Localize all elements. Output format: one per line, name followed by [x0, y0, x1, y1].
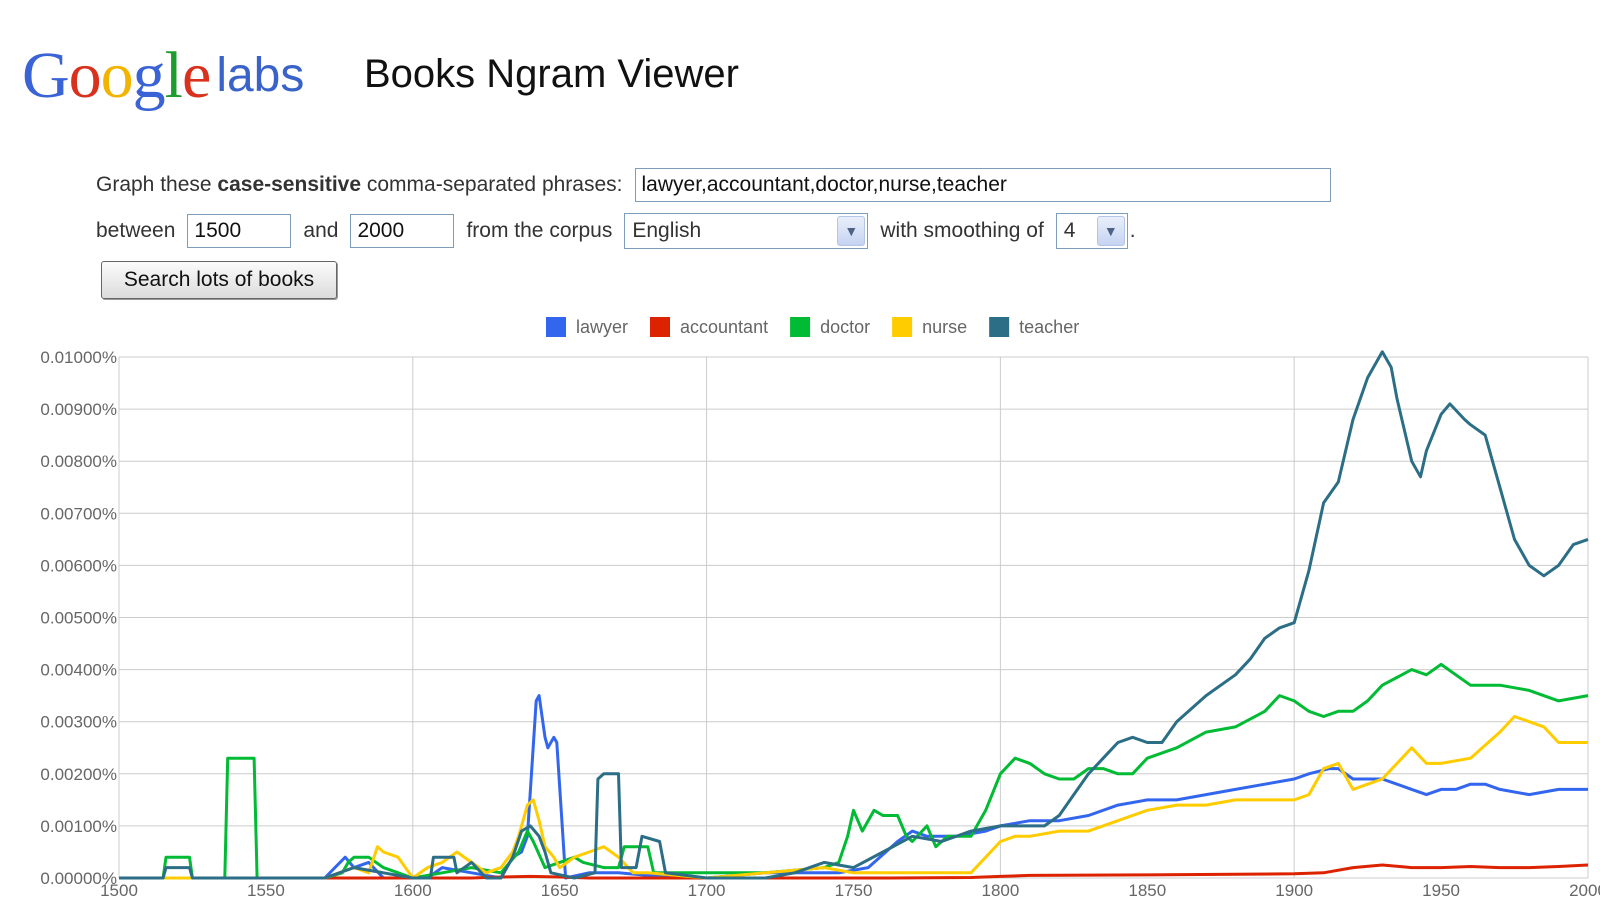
- smoothing-select[interactable]: 4 ▼: [1055, 213, 1128, 249]
- phrases-label-prefix: Graph these: [96, 173, 212, 196]
- chart-grid: [118, 356, 1589, 879]
- x-tick-label: 1500: [100, 881, 138, 900]
- x-tick-label: 1750: [835, 881, 873, 900]
- y-tick-label: 0.00600%: [40, 556, 117, 575]
- x-tick-label: 1650: [541, 881, 579, 900]
- chart-legend: lawyer accountant doctor nurse teacher: [546, 317, 1079, 337]
- y-tick-label: 0.00300%: [40, 713, 117, 732]
- phrases-row: Graph these case-sensitive comma-separat…: [96, 166, 1331, 204]
- y-tick-label: 0.00100%: [40, 817, 117, 836]
- legend-label-nurse: nurse: [922, 317, 967, 337]
- corpus-select[interactable]: English ▼: [624, 213, 869, 249]
- google-logo: Google: [22, 39, 211, 112]
- x-tick-label: 1850: [1128, 881, 1166, 900]
- labs-logo-text: labs: [216, 49, 305, 102]
- phrases-label-bold: case-sensitive: [217, 173, 362, 196]
- y-tick-label: 0.00700%: [40, 504, 117, 523]
- x-tick-label: 1600: [394, 881, 432, 900]
- legend-label-accountant: accountant: [680, 317, 768, 337]
- corpus-selected-value: English: [632, 219, 702, 242]
- series-line-teacher: [119, 350, 1589, 880]
- y-tick-label: 0.01000%: [40, 348, 117, 367]
- legend-swatch-accountant: [650, 317, 671, 337]
- smoothing-selected-value: 4: [1063, 219, 1076, 242]
- x-axis-ticks: 1500 1550 1600 1650 1700 1750 1800 1850 1900 1950…: [100, 881, 1600, 900]
- y-tick-label: 0.00800%: [40, 452, 117, 471]
- year-end-input[interactable]: 2000: [350, 214, 455, 248]
- and-label: and: [303, 219, 339, 242]
- smoothing-label: with smoothing of: [880, 219, 1044, 242]
- chevron-down-icon[interactable]: ▼: [837, 216, 866, 246]
- legend-label-teacher: teacher: [1019, 317, 1079, 337]
- corpus-label: from the corpus: [466, 219, 613, 242]
- legend-label-doctor: doctor: [820, 317, 870, 337]
- y-tick-label: 0.00200%: [40, 765, 117, 784]
- y-tick-label: 0.00900%: [40, 400, 117, 419]
- y-tick-label: 0.00500%: [40, 609, 117, 628]
- x-tick-label: 1900: [1275, 881, 1313, 900]
- y-tick-label: 0.00000%: [40, 869, 117, 888]
- x-tick-label: 1950: [1422, 881, 1460, 900]
- google-labs-logo: Google labs: [22, 38, 304, 118]
- legend-label-lawyer: lawyer: [576, 317, 628, 337]
- legend-swatch-teacher: [989, 317, 1010, 337]
- chevron-down-icon[interactable]: ▼: [1096, 216, 1125, 246]
- chart-lines: [119, 350, 1589, 880]
- legend-swatch-lawyer: [546, 317, 566, 337]
- y-axis-ticks: 0.00000% 0.00100% 0.00200% 0.00300% 0.00400%…: [40, 348, 117, 888]
- series-line-doctor: [119, 662, 1589, 880]
- period-text: .: [1129, 219, 1136, 242]
- series-line-nurse: [119, 715, 1588, 880]
- between-label: between: [96, 219, 176, 242]
- search-button[interactable]: Search lots of books: [101, 261, 337, 299]
- series-line-lawyer: [119, 694, 1588, 880]
- legend-swatch-nurse: [892, 317, 913, 337]
- x-tick-label: 1800: [981, 881, 1019, 900]
- x-tick-label: 2000: [1569, 881, 1600, 900]
- x-tick-label: 1550: [247, 881, 285, 900]
- options-row: between 1500 and 2000 from the corpus En…: [96, 212, 1138, 250]
- page-title: Books Ngram Viewer: [364, 52, 739, 96]
- year-start-input[interactable]: 1500: [187, 214, 292, 248]
- ngram-chart: lawyer accountant doctor nurse teacher 0.000…: [40, 317, 1600, 900]
- phrases-label-suffix: comma-separated phrases:: [366, 173, 623, 196]
- y-tick-label: 0.00400%: [40, 661, 117, 680]
- x-tick-label: 1700: [688, 881, 726, 900]
- phrases-input[interactable]: lawyer,accountant,doctor,nurse,teacher: [634, 168, 1331, 202]
- series-line-accountant: [119, 863, 1589, 880]
- legend-swatch-doctor: [790, 317, 811, 337]
